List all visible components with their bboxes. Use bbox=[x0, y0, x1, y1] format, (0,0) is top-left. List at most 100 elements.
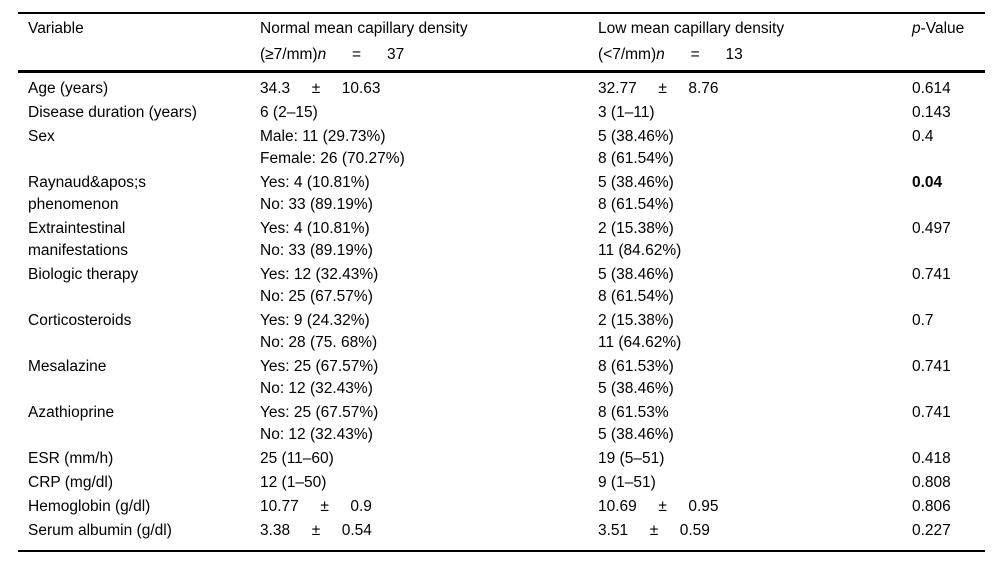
normal-group-value: No: 33 (89.19%) bbox=[260, 242, 373, 259]
table-row: Sex Male: 11 (29.73%) Female: 26 (70.27%)… bbox=[18, 125, 985, 171]
header-pvalue-label: p-Value bbox=[912, 16, 985, 42]
low-group-cell: 5 (38.46%) 8 (61.54%) bbox=[598, 172, 912, 216]
variable-label: manifestations bbox=[28, 242, 128, 259]
normal-group-cell: 12 (1–50) bbox=[260, 472, 598, 494]
variable-cell: Sex bbox=[28, 126, 260, 170]
p-value: 0.227 bbox=[912, 522, 951, 539]
normal-group-value: Yes: 25 (67.57%) bbox=[260, 404, 379, 421]
low-group-value: 11 (84.62%) bbox=[598, 242, 682, 259]
p-value: 0.741 bbox=[912, 266, 951, 283]
low-group-value: 3.51 ± 0.59 bbox=[598, 522, 710, 539]
low-group-cell: 5 (38.46%) 8 (61.54%) bbox=[598, 264, 912, 308]
variable-label: Extraintestinal bbox=[28, 220, 126, 237]
pvalue-cell: 0.4 bbox=[912, 126, 985, 170]
header-variable-label: Variable bbox=[28, 20, 84, 37]
variable-cell: Biologic therapy bbox=[28, 264, 260, 308]
table-row: Serum albumin (g/dl) 3.38 ± 0.54 3.51 ± … bbox=[18, 519, 985, 543]
low-group-value: 11 (64.62%) bbox=[598, 334, 682, 351]
comparison-table: Variable Normal mean capillary density (… bbox=[18, 12, 985, 552]
variable-label: Corticosteroids bbox=[28, 312, 132, 329]
normal-group-value: No: 12 (32.43%) bbox=[260, 426, 373, 443]
variable-label: Serum albumin (g/dl) bbox=[28, 522, 172, 539]
variable-label: Sex bbox=[28, 128, 55, 145]
normal-group-cell: Yes: 25 (67.57%) No: 12 (32.43%) bbox=[260, 356, 598, 400]
variable-label: CRP (mg/dl) bbox=[28, 474, 113, 491]
low-group-value: 19 (5–51) bbox=[598, 450, 665, 467]
pvalue-cell: 0.614 bbox=[912, 78, 985, 100]
low-group-value: 2 (15.38%) bbox=[598, 220, 674, 237]
normal-group-cell: Yes: 12 (32.43%) No: 25 (67.57%) bbox=[260, 264, 598, 308]
low-group-cell: 19 (5–51) bbox=[598, 448, 912, 470]
low-group-cell: 2 (15.38%) 11 (64.62%) bbox=[598, 310, 912, 354]
low-group-cell: 5 (38.46%) 8 (61.54%) bbox=[598, 126, 912, 170]
variable-label: Biologic therapy bbox=[28, 266, 139, 283]
normal-group-value: Yes: 25 (67.57%) bbox=[260, 358, 379, 375]
normal-group-cell: Yes: 4 (10.81%) No: 33 (89.19%) bbox=[260, 172, 598, 216]
normal-group-cell: 10.77 ± 0.9 bbox=[260, 496, 598, 518]
header-normal-density-column: Normal mean capillary density (≥7/mm)n =… bbox=[260, 16, 598, 68]
normal-group-value: Yes: 12 (32.43%) bbox=[260, 266, 379, 283]
normal-group-cell: 3.38 ± 0.54 bbox=[260, 520, 598, 542]
variable-cell: Disease duration (years) bbox=[28, 102, 260, 124]
normal-group-cell: Male: 11 (29.73%) Female: 26 (70.27%) bbox=[260, 126, 598, 170]
low-group-cell: 8 (61.53%) 5 (38.46%) bbox=[598, 356, 912, 400]
pvalue-cell: 0.808 bbox=[912, 472, 985, 494]
variable-cell: Age (years) bbox=[28, 78, 260, 100]
low-group-value: 8 (61.53% bbox=[598, 404, 669, 421]
normal-group-value: Male: 11 (29.73%) bbox=[260, 128, 386, 145]
low-group-cell: 32.77 ± 8.76 bbox=[598, 78, 912, 100]
normal-group-cell: Yes: 9 (24.32%) No: 28 (75. 68%) bbox=[260, 310, 598, 354]
low-group-value: 8 (61.54%) bbox=[598, 196, 674, 213]
variable-label: ESR (mm/h) bbox=[28, 450, 114, 467]
variable-cell: Raynaud&apos;s phenomenon bbox=[28, 172, 260, 216]
low-group-cell: 8 (61.53% 5 (38.46%) bbox=[598, 402, 912, 446]
table-row: Azathioprine Yes: 25 (67.57%) No: 12 (32.… bbox=[18, 401, 985, 447]
low-group-value: 5 (38.46%) bbox=[598, 174, 674, 191]
variable-label: Raynaud&apos;s bbox=[28, 174, 147, 191]
normal-group-cell: 34.3 ± 10.63 bbox=[260, 78, 598, 100]
p-value: 0.4 bbox=[912, 128, 934, 145]
low-group-cell: 10.69 ± 0.95 bbox=[598, 496, 912, 518]
p-value: 0.143 bbox=[912, 104, 951, 121]
header-normal-threshold: (≥7/mm) bbox=[260, 46, 318, 63]
header-normal-density-line2: (≥7/mm)n = 37 bbox=[260, 42, 598, 68]
header-low-n-count: = 13 bbox=[664, 46, 743, 63]
normal-group-value: No: 33 (89.19%) bbox=[260, 196, 373, 213]
variable-cell: Mesalazine bbox=[28, 356, 260, 400]
low-group-value: 5 (38.46%) bbox=[598, 426, 674, 443]
normal-group-value: No: 28 (75. 68%) bbox=[260, 334, 378, 351]
pvalue-cell: 0.227 bbox=[912, 520, 985, 542]
variable-cell: Serum albumin (g/dl) bbox=[28, 520, 260, 542]
variable-cell: CRP (mg/dl) bbox=[28, 472, 260, 494]
p-value: 0.806 bbox=[912, 498, 951, 515]
variable-label: phenomenon bbox=[28, 196, 119, 213]
table-row: ESR (mm/h) 25 (11–60) 19 (5–51) 0.418 bbox=[18, 447, 985, 471]
p-value: 0.7 bbox=[912, 312, 934, 329]
normal-group-value: Female: 26 (70.27%) bbox=[260, 150, 405, 167]
p-value: 0.614 bbox=[912, 80, 951, 97]
table-row: Biologic therapy Yes: 12 (32.43%) No: 25 … bbox=[18, 263, 985, 309]
low-group-value: 8 (61.54%) bbox=[598, 288, 674, 305]
low-group-value: 10.69 ± 0.95 bbox=[598, 498, 719, 515]
normal-group-value: Yes: 4 (10.81%) bbox=[260, 220, 370, 237]
pvalue-cell: 0.418 bbox=[912, 448, 985, 470]
variable-cell: Extraintestinal manifestations bbox=[28, 218, 260, 262]
low-group-value: 8 (61.54%) bbox=[598, 150, 674, 167]
header-pvalue-suffix: -Value bbox=[920, 20, 965, 37]
table-row: Corticosteroids Yes: 9 (24.32%) No: 28 (7… bbox=[18, 309, 985, 355]
p-value: 0.418 bbox=[912, 450, 951, 467]
low-group-value: 9 (1–51) bbox=[598, 474, 656, 491]
p-value: 0.808 bbox=[912, 474, 951, 491]
low-group-value: 32.77 ± 8.76 bbox=[598, 80, 719, 97]
table-row: CRP (mg/dl) 12 (1–50) 9 (1–51) 0.808 bbox=[18, 471, 985, 495]
low-group-cell: 9 (1–51) bbox=[598, 472, 912, 494]
table-row: Raynaud&apos;s phenomenon Yes: 4 (10.81%)… bbox=[18, 171, 985, 217]
pvalue-cell: 0.04 bbox=[912, 172, 985, 216]
pvalue-cell: 0.741 bbox=[912, 402, 985, 446]
normal-group-value: 12 (1–50) bbox=[260, 474, 327, 491]
table-row: Disease duration (years) 6 (2–15) 3 (1–1… bbox=[18, 101, 985, 125]
variable-label: Hemoglobin (g/dl) bbox=[28, 498, 151, 515]
p-value: 0.04 bbox=[912, 174, 943, 191]
header-low-density-line1: Low mean capillary density bbox=[598, 20, 785, 37]
variable-label: Mesalazine bbox=[28, 358, 107, 375]
